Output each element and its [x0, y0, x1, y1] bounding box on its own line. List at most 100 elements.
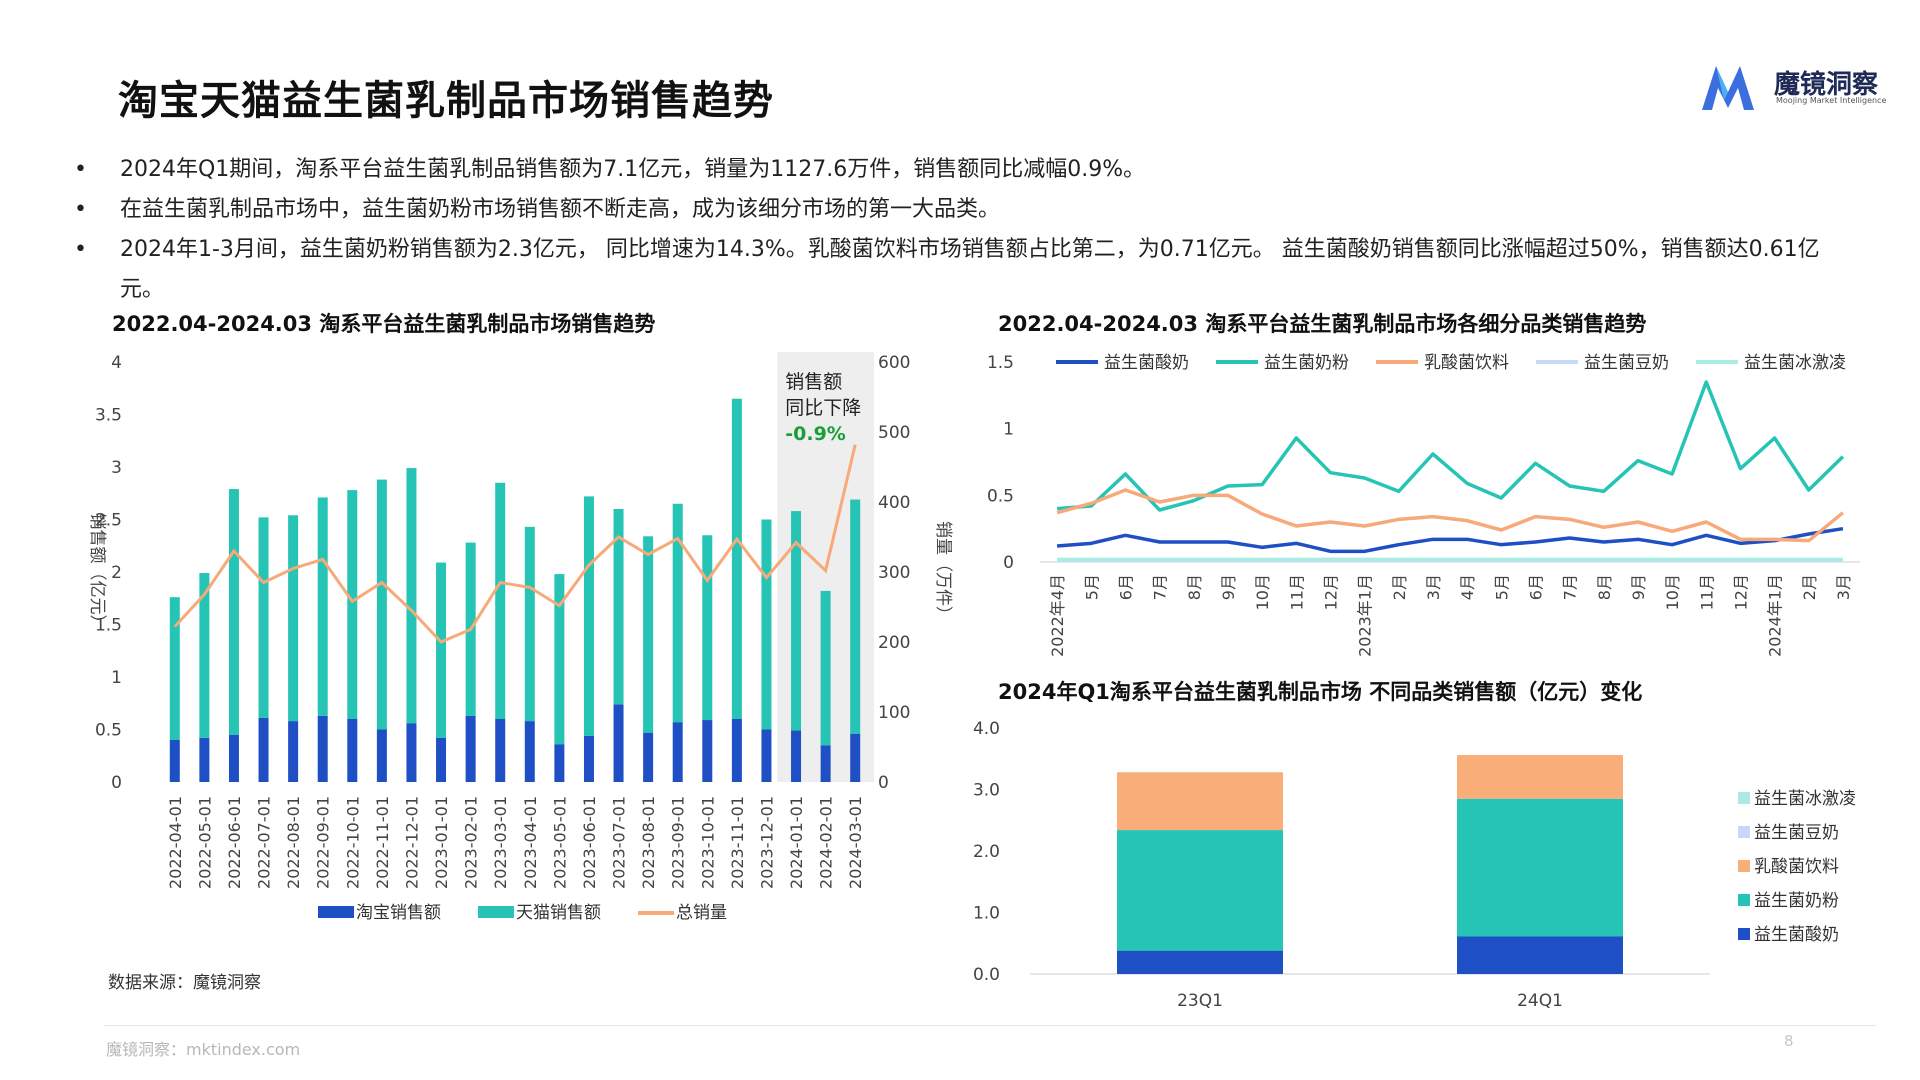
page-title: 淘宝天猫益生菌乳制品市场销售趋势 [118, 78, 774, 124]
bar-taobao [820, 745, 831, 782]
legend-label: 益生菌豆奶 [1754, 823, 1839, 843]
data-source: 数据来源：魔镜洞察 [108, 973, 261, 993]
bar-taobao [199, 737, 210, 782]
y-tick-label: 1 [111, 668, 122, 688]
annotation-line2: 同比下降 [785, 397, 861, 419]
x-tick-label: 11月 [1287, 574, 1306, 610]
bar-tmall [643, 536, 654, 733]
y-tick-label: 2.5 [95, 511, 122, 531]
legend-swatch [1738, 894, 1750, 906]
x-tick-label: 2023-06-01 [580, 796, 599, 889]
x-tick-label: 2023-04-01 [521, 796, 540, 889]
y-tick-label: 4 [111, 353, 122, 373]
legend-label: 乳酸菌饮料 [1424, 353, 1509, 373]
y-tick-label: 1.0 [973, 904, 1000, 924]
stacked-bar-segment [1457, 755, 1623, 799]
bar-taobao [376, 729, 387, 782]
bar-taobao [613, 704, 624, 782]
x-tick-label: 3月 [1424, 574, 1443, 600]
y-tick-label: 2.0 [973, 842, 1000, 862]
bullet-item: • 2024年Q1期间，淘系平台益生菌乳制品销售额为7.1亿元，销量为1127.6… [70, 150, 1870, 190]
legend-swatch [1056, 360, 1098, 364]
bullet-item: • 在益生菌乳制品市场中，益生菌奶粉市场销售额不断走高，成为该细分市场的第一大品类… [70, 190, 1870, 230]
bar-taobao [317, 715, 328, 782]
bar-taobao [702, 720, 713, 782]
chart1-title: 2022.04-2024.03 淘系平台益生菌乳制品市场销售趋势 [112, 312, 656, 336]
x-tick-label: 8月 [1595, 574, 1614, 600]
bar-tmall [613, 509, 624, 705]
y-tick-label: 0 [1003, 553, 1014, 573]
logo-subtitle: Moojing Market Intelligence [1776, 96, 1887, 105]
bar-tmall [554, 574, 565, 745]
legend-swatch [638, 911, 674, 915]
bar-tmall [820, 590, 831, 746]
footer-site: 魔镜洞察：mktindex.com [106, 1040, 301, 1059]
x-tick-label: 2022-09-01 [314, 796, 333, 889]
x-tick-label: 2022-10-01 [343, 796, 362, 889]
x-tick-label: 2022-04-01 [166, 796, 185, 889]
legend-label: 淘宝销售额 [356, 903, 441, 923]
x-tick-label: 2023-05-01 [550, 796, 569, 889]
y-tick-label: 3 [111, 458, 122, 478]
series-line [1056, 380, 1845, 512]
x-tick-label: 2月 [1800, 574, 1819, 600]
bar-taobao [406, 723, 417, 782]
x-tick-label: 6月 [1116, 574, 1135, 600]
legend-swatch [1738, 792, 1750, 804]
x-tick-label: 2023年1月 [1356, 574, 1375, 657]
y-tick-label: 0.0 [973, 965, 1000, 985]
x-tick-label: 2024-02-01 [817, 796, 836, 889]
x-tick-label: 5月 [1492, 574, 1511, 600]
x-tick-label: 12月 [1731, 574, 1750, 610]
bar-taobao [436, 737, 447, 782]
legend-label: 益生菌酸奶 [1754, 925, 1839, 945]
bullet-dot: • [74, 197, 87, 222]
bar-tmall [288, 515, 299, 722]
legend-swatch [318, 906, 354, 918]
x-tick-label: 7月 [1561, 574, 1580, 600]
bar-tmall [731, 398, 742, 719]
y-tick-label: 0.5 [95, 721, 122, 741]
bar-tmall [258, 517, 269, 718]
y-tick-label: 3.0 [973, 781, 1000, 801]
x-tick-label: 2月 [1390, 574, 1409, 600]
chart2-title: 2022.04-2024.03 淘系平台益生菌乳制品市场各细分品类销售趋势 [998, 312, 1647, 336]
x-tick-label: 5月 [1082, 574, 1101, 600]
x-tick-label: 2023-11-01 [728, 796, 747, 889]
bullet-text: 2024年1-3月间，益生菌奶粉销售额为2.3亿元， 同比增速为14.3%。乳酸… [120, 237, 1820, 302]
sales-trend-chart: 0 0.5 1 1.5 2 2.5 3 3.5 4 0 100 200 300 400 500 600 销售额（… [87, 352, 953, 923]
x-tick-label: 2024-03-01 [846, 796, 865, 889]
x-tick-label: 2022年4月 [1048, 574, 1067, 657]
x-tick-label: 6月 [1526, 574, 1545, 600]
x-tick-label: 2023-01-01 [432, 796, 451, 889]
stacked-bar-segment [1457, 798, 1623, 937]
annotation-line1: 销售额 [785, 371, 842, 393]
stacked-bar-segment [1117, 830, 1283, 951]
legend-swatch [1696, 360, 1738, 364]
bullet-dot: • [74, 237, 87, 262]
annotation-value: -0.9% [785, 423, 846, 445]
bar-tmall [672, 503, 683, 723]
moojing-logo-icon [1702, 66, 1754, 110]
y2-tick-label: 100 [878, 703, 910, 723]
legend-label: 益生菌冰激凌 [1744, 353, 1846, 373]
x-tick-label: 9月 [1219, 574, 1238, 600]
legend-label: 益生菌奶粉 [1264, 353, 1349, 373]
bar-taobao [850, 733, 861, 782]
x-tick-label: 10月 [1253, 574, 1272, 610]
y-tick-label: 1.5 [95, 616, 122, 636]
y-tick-label: 2 [111, 563, 122, 583]
x-tick-label: 2023-03-01 [491, 796, 510, 889]
bar-tmall [495, 482, 506, 719]
summary-bullets: • 2024年Q1期间，淘系平台益生菌乳制品销售额为7.1亿元，销量为1127.6… [70, 150, 1870, 310]
y2-tick-label: 500 [878, 423, 910, 443]
x-tick-label: 2022-12-01 [402, 796, 421, 889]
bar-taobao [643, 732, 654, 782]
bar-tmall [791, 511, 802, 731]
legend-swatch [1536, 360, 1578, 364]
series-line [1056, 488, 1845, 543]
series-line [1056, 526, 1844, 554]
x-tick-label: 23Q1 [1177, 991, 1223, 1011]
legend-swatch [1738, 928, 1750, 940]
y2-tick-label: 200 [878, 633, 910, 653]
